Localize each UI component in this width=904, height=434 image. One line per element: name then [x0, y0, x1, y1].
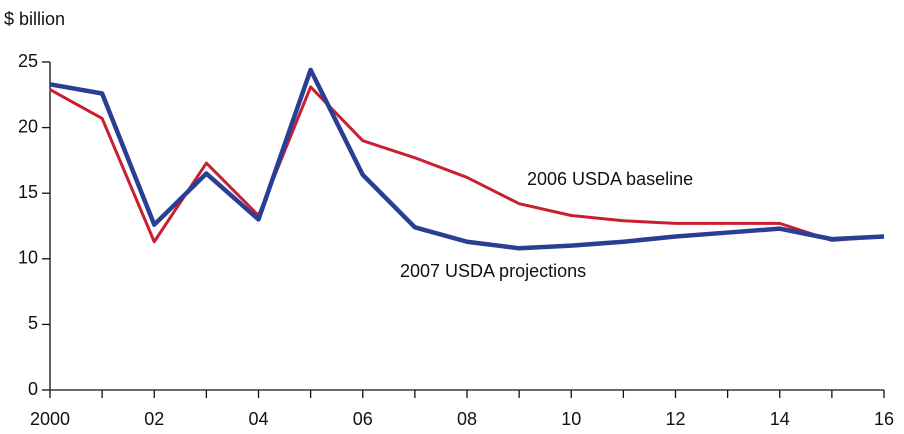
y-tick-label: 25: [18, 51, 38, 71]
x-tick-label: 10: [561, 409, 581, 429]
series-line: [49, 85, 885, 244]
y-tick-label: 10: [18, 248, 38, 268]
y-axis-label: $ billion: [4, 9, 65, 29]
y-tick-label: 0: [28, 379, 38, 399]
x-tick-label: 14: [770, 409, 790, 429]
y-tick-label: 5: [28, 313, 38, 333]
y-tick-label: 15: [18, 182, 38, 202]
x-tick-label: 06: [353, 409, 373, 429]
series-line: [49, 67, 885, 251]
x-tick-label: 08: [457, 409, 477, 429]
y-tick-label: 20: [18, 116, 38, 136]
series-label: 2007 USDA projections: [400, 261, 586, 281]
series-label: 2006 USDA baseline: [527, 169, 693, 189]
x-tick-label: 12: [665, 409, 685, 429]
x-tick-label: 2000: [30, 409, 70, 429]
x-tick-label: 04: [248, 409, 268, 429]
x-tick-label: 16: [874, 409, 894, 429]
x-tick-label: 02: [144, 409, 164, 429]
